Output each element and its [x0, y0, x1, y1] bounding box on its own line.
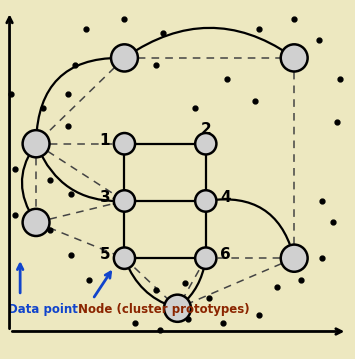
- Circle shape: [281, 44, 308, 71]
- Text: Data point: Data point: [8, 303, 78, 316]
- Circle shape: [281, 244, 308, 272]
- Circle shape: [23, 130, 49, 157]
- Text: 2: 2: [201, 122, 211, 137]
- Circle shape: [195, 133, 217, 154]
- Circle shape: [23, 209, 49, 236]
- Circle shape: [164, 295, 191, 322]
- Circle shape: [111, 44, 138, 71]
- Text: 5: 5: [100, 247, 110, 262]
- Circle shape: [114, 133, 135, 154]
- Circle shape: [114, 247, 135, 269]
- Text: 6: 6: [220, 247, 231, 262]
- Circle shape: [195, 247, 217, 269]
- Circle shape: [114, 190, 135, 212]
- Circle shape: [195, 190, 217, 212]
- Text: Node (cluster prototypes): Node (cluster prototypes): [78, 303, 250, 316]
- Text: 3: 3: [100, 190, 110, 205]
- Text: 4: 4: [220, 190, 230, 205]
- Text: 1: 1: [100, 133, 110, 148]
